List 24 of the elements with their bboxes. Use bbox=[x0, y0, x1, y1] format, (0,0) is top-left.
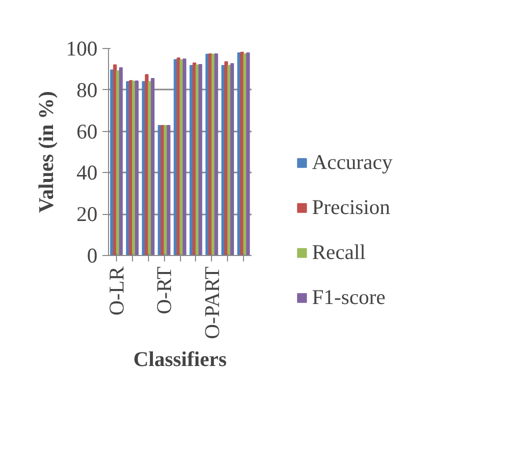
bar bbox=[119, 67, 123, 256]
x-tick-label: O-PART bbox=[200, 266, 224, 340]
bar bbox=[198, 64, 202, 256]
bar bbox=[230, 63, 234, 256]
y-axis-title: Values (in %) bbox=[34, 91, 58, 213]
legend-label: F1-score bbox=[312, 285, 386, 310]
y-tick-label: 0 bbox=[87, 244, 98, 268]
legend-label: Accuracy bbox=[312, 150, 392, 175]
legend-label: Recall bbox=[312, 240, 366, 265]
bar bbox=[214, 53, 218, 256]
legend-label: Precision bbox=[312, 195, 390, 220]
y-tick-label: 40 bbox=[76, 160, 98, 185]
y-tick-label: 20 bbox=[76, 202, 98, 226]
y-tick-label: 80 bbox=[76, 78, 98, 102]
bar bbox=[150, 78, 155, 256]
x-tick-label: O-LR bbox=[104, 266, 128, 316]
bar bbox=[134, 80, 139, 256]
x-tick-label: O-RT bbox=[152, 266, 176, 314]
y-tick-label: 60 bbox=[76, 119, 98, 144]
bar bbox=[166, 125, 170, 256]
bar bbox=[246, 52, 250, 256]
y-tick-label: 100 bbox=[66, 36, 98, 60]
bar bbox=[182, 58, 186, 256]
x-axis-title: Classifiers bbox=[133, 347, 227, 372]
